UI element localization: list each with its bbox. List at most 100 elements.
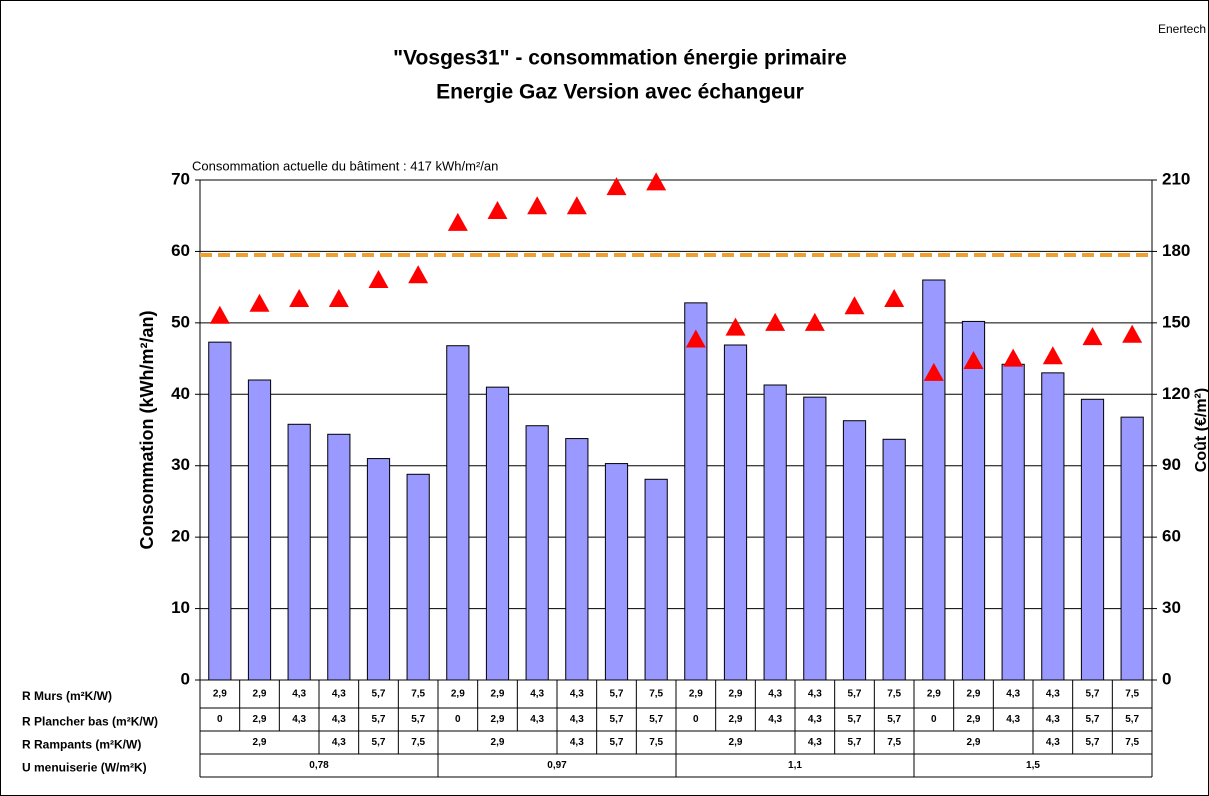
table-cell: 5,7 xyxy=(1125,714,1139,725)
table-cell: 7,5 xyxy=(887,689,901,700)
table-cell: 2,9 xyxy=(253,714,267,725)
table-cell: 4,3 xyxy=(332,714,346,725)
table-cell: 2,9 xyxy=(729,689,743,700)
table-cell: 4,3 xyxy=(1006,689,1020,700)
bar xyxy=(565,438,589,681)
table-cell: 7,5 xyxy=(887,737,901,748)
table-cell: 5,7 xyxy=(848,689,862,700)
table-cell: 4,3 xyxy=(292,689,306,700)
y2-tick-label: 90 xyxy=(1162,455,1181,474)
table-cell: 5,7 xyxy=(372,737,386,748)
plot-area xyxy=(199,179,1153,681)
bar xyxy=(327,433,351,681)
table-cell: 4,3 xyxy=(570,714,584,725)
marker xyxy=(1082,327,1103,346)
table-cell: 5,7 xyxy=(1086,689,1100,700)
marker xyxy=(1122,324,1143,343)
table-cell: 5,7 xyxy=(1086,714,1100,725)
table-cell: 4,3 xyxy=(1006,714,1020,725)
bar xyxy=(723,344,748,681)
table-cell: 5,7 xyxy=(372,714,386,725)
row-label: R Murs (m²K/W) xyxy=(22,689,112,703)
bar xyxy=(247,379,272,681)
bar xyxy=(882,438,906,681)
table-cell: 2,9 xyxy=(253,689,267,700)
table-cell: 4,3 xyxy=(1046,714,1060,725)
table-cell: 4,3 xyxy=(530,689,544,700)
bar xyxy=(644,478,668,681)
y2-axis-label: Coût (€/m²) xyxy=(1193,388,1209,472)
y-tick-label: 20 xyxy=(171,527,190,546)
table-cell: 1,5 xyxy=(1026,760,1040,771)
y-tick-label: 10 xyxy=(171,598,190,617)
y2-tick-label: 60 xyxy=(1162,527,1181,546)
marker xyxy=(289,289,310,308)
table-cell: 4,3 xyxy=(292,714,306,725)
table-cell: 2,9 xyxy=(967,714,981,725)
table-cell: 5,7 xyxy=(848,714,862,725)
table-cell: 7,5 xyxy=(411,689,425,700)
bar xyxy=(366,458,391,681)
y2-tick-label: 210 xyxy=(1162,169,1190,188)
table-cell: 4,3 xyxy=(332,737,346,748)
bar xyxy=(922,279,946,681)
y-tick-label: 50 xyxy=(171,312,190,331)
table-cell: 4,3 xyxy=(808,737,822,748)
marker xyxy=(447,212,468,231)
marker xyxy=(527,196,548,215)
table-cell: 5,7 xyxy=(649,714,663,725)
y2-tick-label: 30 xyxy=(1162,598,1181,617)
table-cell: 5,7 xyxy=(887,714,901,725)
bar xyxy=(287,423,311,681)
marker xyxy=(1003,348,1024,367)
row-label: R Plancher bas (m²K/W) xyxy=(22,715,158,729)
marker xyxy=(606,177,627,196)
annotation: Consommation actuelle du bâtiment : 417 … xyxy=(192,158,498,173)
table-cell: 5,7 xyxy=(610,714,624,725)
bar xyxy=(604,463,629,681)
bar xyxy=(842,420,867,681)
table-cell: 5,7 xyxy=(1086,737,1100,748)
bar xyxy=(446,345,470,681)
y2-tick-label: 150 xyxy=(1162,312,1190,331)
marker xyxy=(487,200,508,219)
bar xyxy=(684,302,708,681)
table-cell: 0 xyxy=(217,714,223,725)
marker xyxy=(646,172,667,191)
table-cell: 4,3 xyxy=(530,714,544,725)
table-cell: 2,9 xyxy=(491,714,505,725)
table-cell: 0,78 xyxy=(309,760,329,771)
y2-tick-label: 0 xyxy=(1162,669,1171,688)
bar xyxy=(406,473,430,681)
marker xyxy=(328,289,349,308)
table-cell: 4,3 xyxy=(808,714,822,725)
table-cell: 2,9 xyxy=(491,737,505,748)
marker xyxy=(566,196,587,215)
table-cell: 0,97 xyxy=(547,760,567,771)
marker xyxy=(963,350,984,369)
source: Enertech xyxy=(1158,22,1206,36)
table-cell: 2,9 xyxy=(253,737,267,748)
marker xyxy=(804,312,825,331)
table-cell: 0 xyxy=(931,714,937,725)
chart-subtitle: Energie Gaz Version avec échangeur xyxy=(436,81,804,104)
marker xyxy=(1042,346,1063,365)
bar xyxy=(1041,372,1065,681)
table-cell: 5,7 xyxy=(610,689,624,700)
bar xyxy=(1001,363,1025,681)
chart-title: "Vosges31" - consommation énergie primai… xyxy=(393,47,847,70)
table-cell: 0 xyxy=(693,714,699,725)
table-cell: 4,3 xyxy=(768,689,782,700)
marker xyxy=(408,265,429,284)
table-cell: 2,9 xyxy=(729,737,743,748)
bar xyxy=(485,386,510,681)
marker xyxy=(884,289,905,308)
bar xyxy=(208,341,232,681)
row-label: R Rampants (m²K/W) xyxy=(22,738,141,752)
table-cell: 2,9 xyxy=(967,737,981,748)
marker xyxy=(725,317,746,336)
bar xyxy=(961,320,986,681)
table-cell: 2,9 xyxy=(729,714,743,725)
table-cell: 7,5 xyxy=(1125,737,1139,748)
